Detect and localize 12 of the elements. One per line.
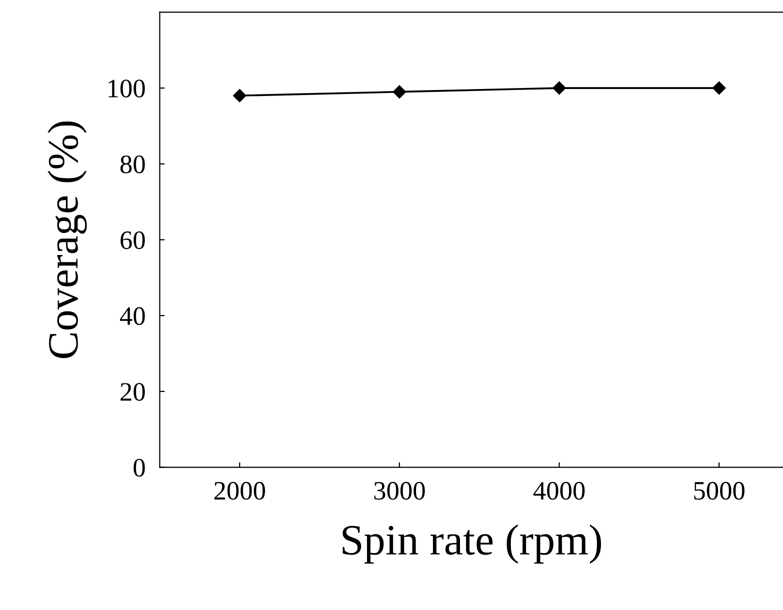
x-axis-title: Spin rate (rpm) <box>342 524 601 564</box>
x-tick-label: 4000 <box>533 482 585 500</box>
x-tick-label: 2000 <box>214 482 266 500</box>
y-tick-label: 40 <box>120 307 145 325</box>
y-tick-label: 20 <box>120 383 145 401</box>
x-tick-label: 5000 <box>694 482 744 500</box>
y-tick-label: 60 <box>120 231 145 250</box>
x-tick-label: 3000 <box>374 482 425 500</box>
y-tick-label: 0 <box>134 458 145 477</box>
y-tick-label: 100 <box>108 80 145 98</box>
y-axis-title: Coverage (%) <box>48 121 87 358</box>
y-tick-label: 80 <box>120 155 145 174</box>
